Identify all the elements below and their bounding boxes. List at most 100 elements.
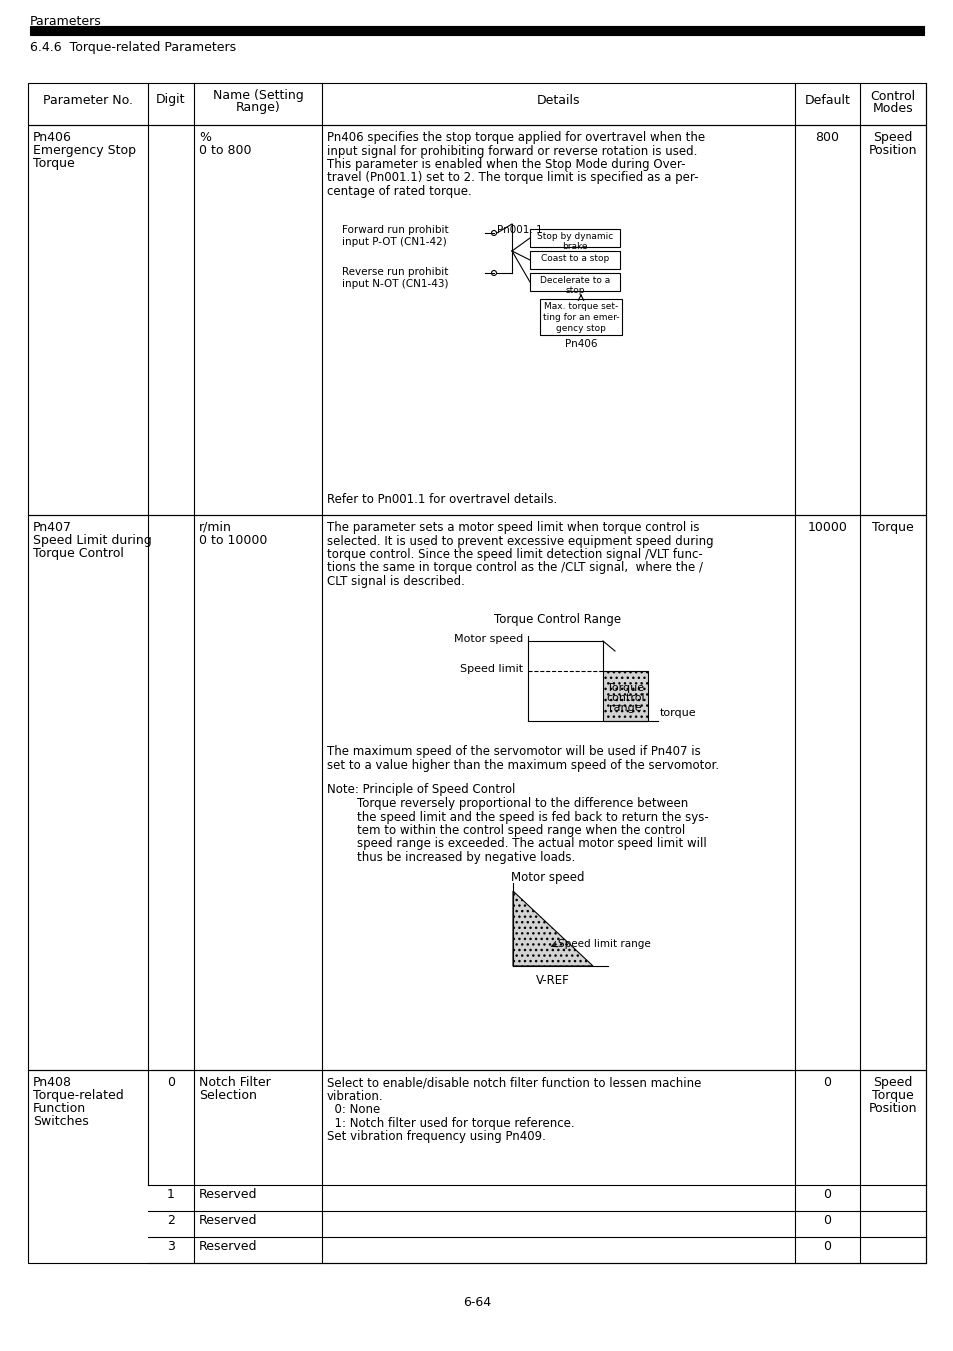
Text: r/min: r/min — [199, 521, 232, 534]
Text: Name (Setting: Name (Setting — [213, 89, 303, 103]
Text: 10000: 10000 — [807, 521, 846, 534]
Text: Torque-related: Torque-related — [33, 1089, 124, 1102]
Text: Torque Control Range: Torque Control Range — [494, 613, 621, 626]
Bar — [28, 126, 925, 515]
Text: Max. torque set-: Max. torque set- — [543, 303, 618, 311]
Text: Parameters: Parameters — [30, 15, 102, 28]
Text: tem to within the control speed range when the control: tem to within the control speed range wh… — [327, 824, 684, 838]
Text: Set vibration frequency using Pn409.: Set vibration frequency using Pn409. — [327, 1129, 545, 1143]
Text: Switches: Switches — [33, 1115, 89, 1128]
Text: stop: stop — [565, 286, 584, 295]
Text: vibration.: vibration. — [327, 1089, 383, 1102]
Bar — [530, 251, 619, 269]
Text: 0: 0 — [822, 1239, 831, 1252]
Text: Motor speed: Motor speed — [511, 871, 584, 884]
Bar — [539, 299, 621, 335]
Text: Pn406 specifies the stop torque applied for overtravel when the: Pn406 specifies the stop torque applied … — [327, 131, 704, 145]
Text: input P-OT (CN1-42): input P-OT (CN1-42) — [341, 236, 446, 247]
Text: the speed limit and the speed is fed back to return the sys-: the speed limit and the speed is fed bac… — [327, 811, 708, 824]
Text: Function: Function — [33, 1102, 86, 1115]
Text: 6-64: 6-64 — [462, 1296, 491, 1309]
Text: 0: 0 — [167, 1075, 174, 1089]
Text: 0: 0 — [822, 1213, 831, 1227]
Text: tions the same in torque control as the /CLT signal,  where the /: tions the same in torque control as the … — [327, 562, 702, 574]
Text: Note: Principle of Speed Control: Note: Principle of Speed Control — [327, 784, 515, 796]
Text: Speed limit range: Speed limit range — [558, 939, 650, 948]
Text: Decelerate to a: Decelerate to a — [539, 276, 610, 285]
Text: Forward run prohibit: Forward run prohibit — [341, 226, 448, 235]
Text: Pn407: Pn407 — [33, 521, 71, 534]
Text: %: % — [199, 131, 211, 145]
Bar — [28, 515, 925, 1070]
Text: thus be increased by negative loads.: thus be increased by negative loads. — [327, 851, 575, 865]
Text: 0: None: 0: None — [327, 1102, 380, 1116]
Text: Modes: Modes — [872, 101, 912, 115]
Text: Reverse run prohibit: Reverse run prohibit — [341, 267, 448, 277]
Text: Pn001. 1: Pn001. 1 — [497, 226, 542, 235]
Text: Torque: Torque — [871, 1089, 913, 1102]
Bar — [602, 671, 647, 721]
Text: This parameter is enabled when the Stop Mode during Over-: This parameter is enabled when the Stop … — [327, 158, 685, 172]
Bar — [530, 230, 619, 247]
Text: Control: Control — [869, 89, 915, 103]
Text: Torque Control: Torque Control — [33, 547, 124, 561]
Text: Range): Range) — [235, 101, 280, 115]
Text: Reserved: Reserved — [199, 1239, 257, 1252]
Bar — [30, 26, 923, 35]
Bar — [28, 82, 925, 126]
Text: 0: 0 — [822, 1188, 831, 1201]
Text: Select to enable/disable notch filter function to lessen machine: Select to enable/disable notch filter fu… — [327, 1075, 700, 1089]
Text: selected. It is used to prevent excessive equipment speed during: selected. It is used to prevent excessiv… — [327, 535, 713, 547]
Text: 6.4.6  Torque-related Parameters: 6.4.6 Torque-related Parameters — [30, 41, 236, 54]
Text: Notch Filter: Notch Filter — [199, 1075, 271, 1089]
Text: 1: Notch filter used for torque reference.: 1: Notch filter used for torque referenc… — [327, 1116, 574, 1129]
Text: Details: Details — [537, 93, 579, 107]
Text: Pn406: Pn406 — [33, 131, 71, 145]
Text: ting for an emer-: ting for an emer- — [542, 313, 618, 322]
Text: Default: Default — [803, 93, 849, 107]
Text: torque control. Since the speed limit detection signal /VLT func-: torque control. Since the speed limit de… — [327, 549, 702, 561]
Bar — [530, 273, 619, 290]
Text: Refer to Pn001.1 for overtravel details.: Refer to Pn001.1 for overtravel details. — [327, 493, 557, 507]
Text: The maximum speed of the servomotor will be used if Pn407 is: The maximum speed of the servomotor will… — [327, 744, 700, 758]
Text: input signal for prohibiting forward or reverse rotation is used.: input signal for prohibiting forward or … — [327, 145, 697, 158]
Text: gency stop: gency stop — [556, 324, 605, 332]
Text: Speed: Speed — [872, 131, 912, 145]
Text: Pn408: Pn408 — [33, 1075, 71, 1089]
Text: 0 to 800: 0 to 800 — [199, 145, 252, 157]
Text: travel (Pn001.1) set to 2. The torque limit is specified as a per-: travel (Pn001.1) set to 2. The torque li… — [327, 172, 698, 185]
Text: 800: 800 — [815, 131, 839, 145]
Text: control: control — [605, 693, 644, 703]
Text: 1: 1 — [167, 1188, 174, 1201]
Text: speed range is exceeded. The actual motor speed limit will: speed range is exceeded. The actual moto… — [327, 838, 706, 851]
Text: Torque reversely proportional to the difference between: Torque reversely proportional to the dif… — [327, 797, 687, 811]
Text: 3: 3 — [167, 1239, 174, 1252]
Text: Motor speed: Motor speed — [454, 634, 522, 644]
Polygon shape — [513, 892, 593, 966]
Text: Speed limit: Speed limit — [459, 663, 522, 674]
Text: Pn406: Pn406 — [564, 339, 597, 349]
Text: input N-OT (CN1-43): input N-OT (CN1-43) — [341, 280, 448, 289]
Text: Selection: Selection — [199, 1089, 256, 1102]
Text: set to a value higher than the maximum speed of the servomotor.: set to a value higher than the maximum s… — [327, 758, 719, 771]
Text: Reserved: Reserved — [199, 1213, 257, 1227]
Text: Torque: Torque — [606, 684, 643, 693]
Text: 0 to 10000: 0 to 10000 — [199, 534, 267, 547]
Text: Position: Position — [868, 145, 916, 157]
Text: The parameter sets a motor speed limit when torque control is: The parameter sets a motor speed limit w… — [327, 521, 699, 534]
Text: torque: torque — [659, 708, 696, 717]
Text: Position: Position — [868, 1102, 916, 1115]
Text: range: range — [609, 703, 641, 713]
Text: CLT signal is described.: CLT signal is described. — [327, 576, 464, 588]
Text: Reserved: Reserved — [199, 1188, 257, 1201]
Text: Stop by dynamic: Stop by dynamic — [537, 232, 613, 240]
Bar — [28, 1070, 925, 1263]
Text: Speed Limit during: Speed Limit during — [33, 534, 152, 547]
Text: Torque: Torque — [33, 157, 74, 170]
Text: brake: brake — [561, 242, 587, 251]
Text: Speed: Speed — [872, 1075, 912, 1089]
Text: Torque: Torque — [871, 521, 913, 534]
Text: centage of rated torque.: centage of rated torque. — [327, 185, 471, 199]
Text: Coast to a stop: Coast to a stop — [540, 254, 608, 263]
Text: Emergency Stop: Emergency Stop — [33, 145, 136, 157]
